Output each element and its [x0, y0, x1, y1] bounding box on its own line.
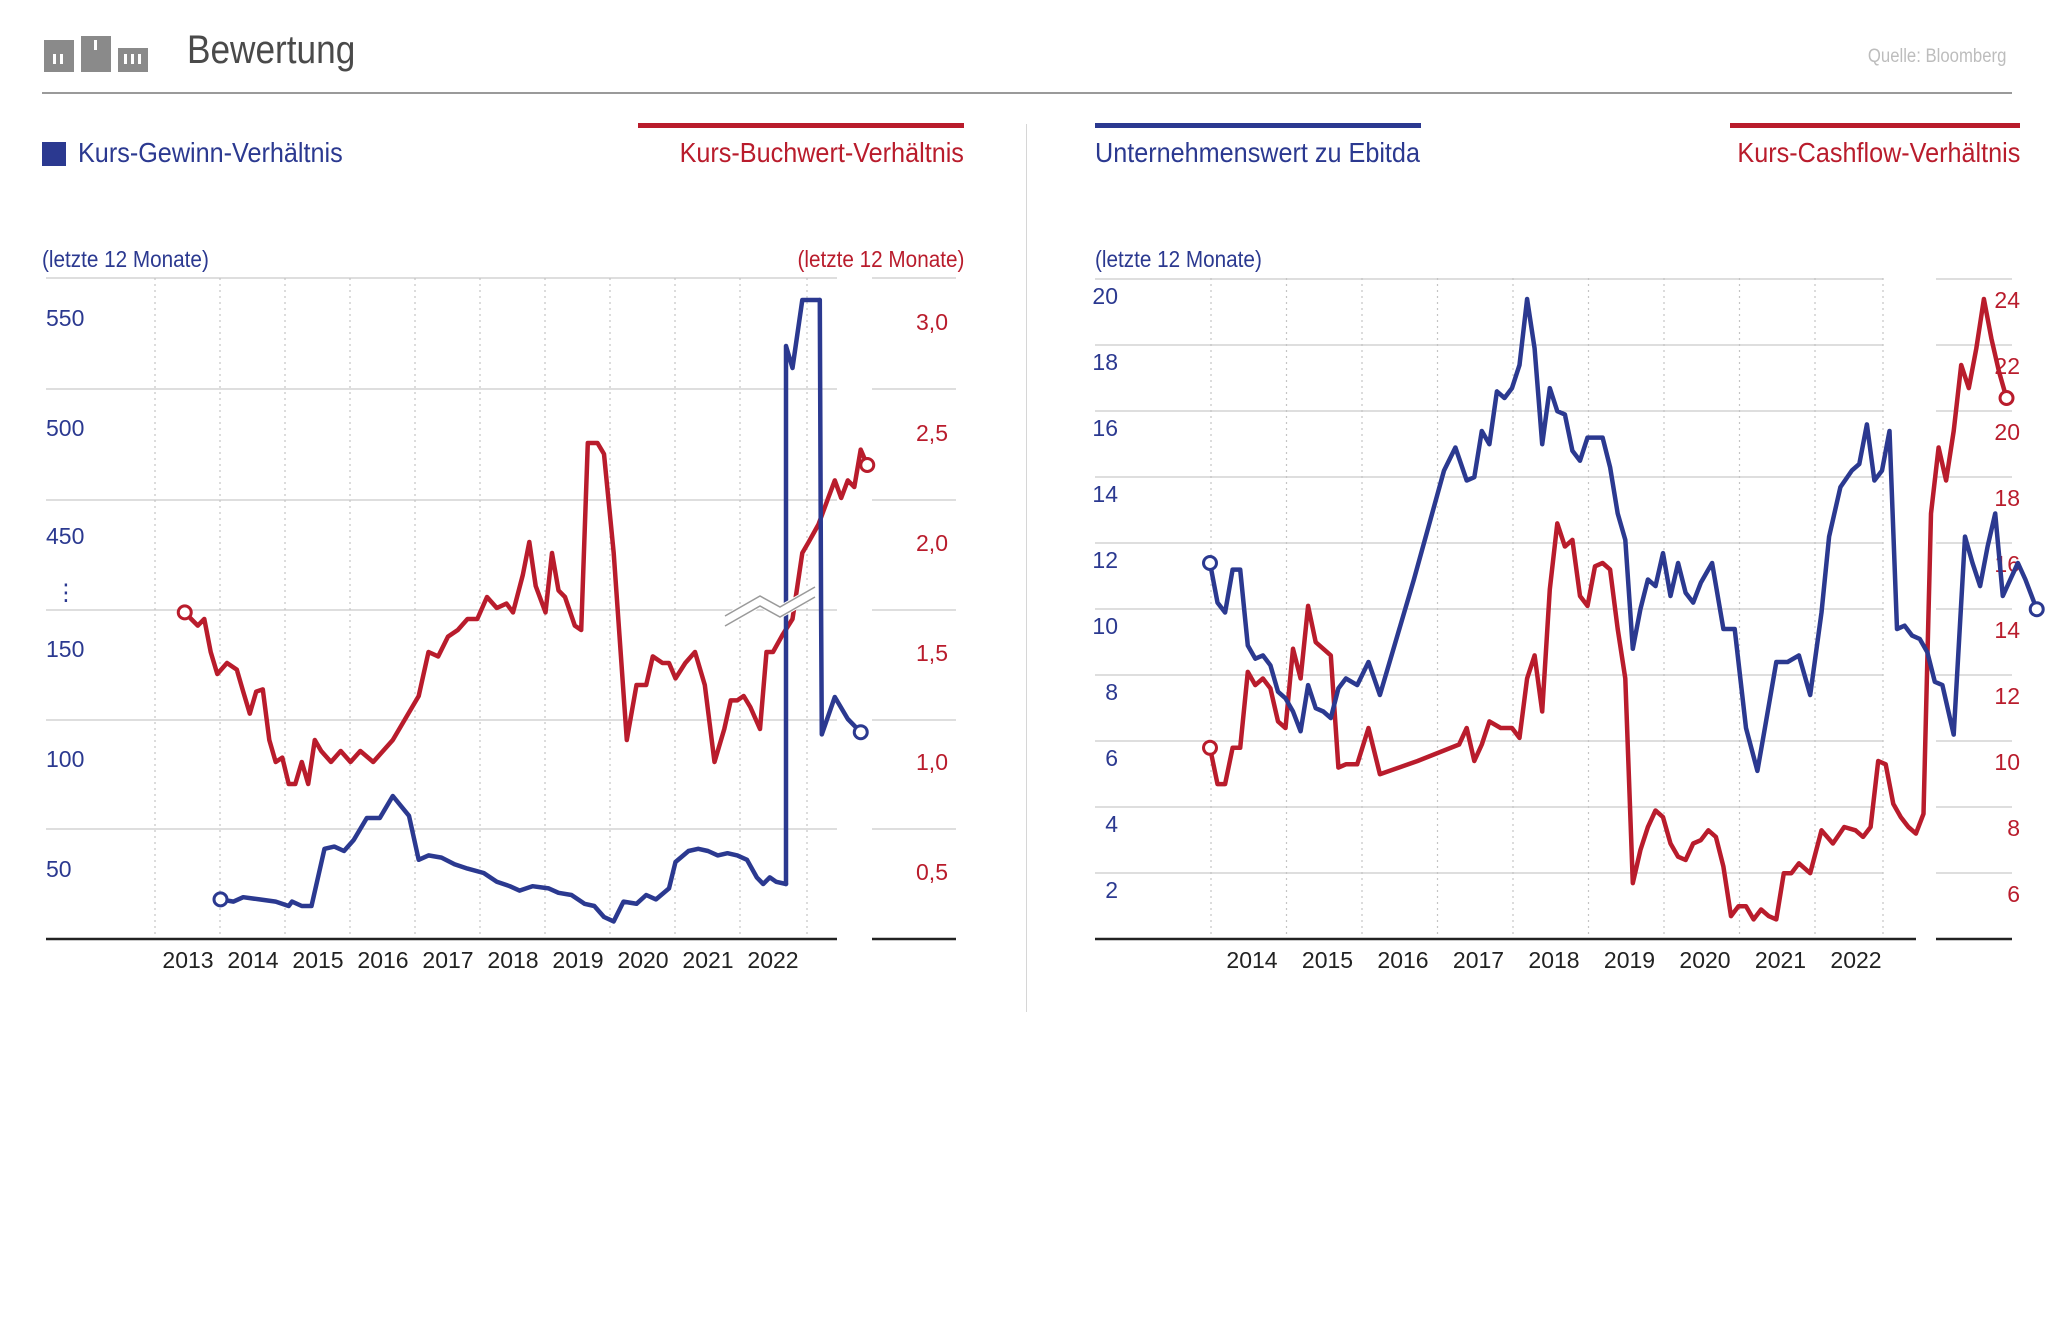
right-right-y-tick-label: 12 [1994, 683, 2020, 709]
kgv-line-after [817, 297, 863, 737]
right-right-y-tick-label: 8 [2007, 815, 2020, 841]
page-title: Bewertung [187, 28, 356, 72]
ev-ebitda-line [1207, 296, 2039, 774]
left-x-tick-label: 2015 [292, 947, 343, 973]
right-left-y-tick-label: 4 [1105, 811, 1118, 837]
kbv-start-marker [176, 604, 193, 621]
left-x-tick-label: 2014 [227, 947, 278, 973]
kgv-start-marker [212, 891, 229, 908]
right-y-tick-label: 1,0 [916, 749, 948, 775]
header-divider [42, 92, 2012, 94]
axis-break-line [724, 586, 816, 617]
ev-ebitda-end-marker [2028, 601, 2045, 618]
right-left-y-tick-label: 14 [1092, 481, 1118, 507]
header: Bewertung Quelle: Bloomberg [0, 0, 2048, 100]
kgv-end-marker [852, 724, 869, 741]
left-x-tick-label: 2016 [357, 947, 408, 973]
left-x-tick-label: 2018 [487, 947, 538, 973]
kcv-start-marker [1202, 739, 1218, 756]
legend-ev-ebitda: Unternehmenswert zu Ebitda [1095, 137, 1420, 168]
left-y-tick-label: 150 [46, 636, 84, 662]
left-x-tick-label: 2020 [617, 947, 668, 973]
left-legend-swatch [42, 142, 66, 166]
right-x-tick-label: 2022 [1830, 947, 1881, 973]
right-left-y-tick-label: 16 [1092, 415, 1118, 441]
right-x-tick-label: 2015 [1302, 947, 1353, 973]
left-x-tick-label: 2019 [552, 947, 603, 973]
kgv-line-spike [783, 297, 823, 887]
kcv-end-marker [1998, 390, 2015, 406]
left-axis-note: (letzte 12 Monate) [42, 246, 209, 272]
left-y-tick-label: 550 [46, 305, 84, 331]
legend-kgv: Kurs-Gewinn-Verhältnis [78, 137, 343, 168]
kbv-line [182, 440, 870, 787]
left-y-tick-label: 50 [46, 856, 72, 882]
bar-chart-logo-icon [44, 36, 148, 72]
kgv-line-lower [218, 793, 789, 924]
left-y-tick-label: 500 [46, 415, 84, 441]
legend-kbv-bar [638, 123, 964, 128]
left-x-tick-label: 2017 [422, 947, 473, 973]
source-note: Quelle: Bloomberg [1867, 46, 2006, 67]
left-y-tick-label: 450 [46, 523, 84, 549]
right-left-y-tick-label: 10 [1092, 613, 1118, 639]
right-x-tick-label: 2021 [1755, 947, 1806, 973]
right-right-y-tick-label: 10 [1994, 749, 2020, 775]
axis-break-line [724, 596, 816, 627]
left-x-tick-label: 2021 [682, 947, 733, 973]
right-right-y-tick-label: 24 [1994, 287, 2020, 313]
right-right-y-tick-label: 6 [2007, 881, 2020, 907]
legend-ev-ebitda-bar [1095, 123, 1421, 128]
right-y-tick-label: 1,5 [916, 640, 948, 666]
right-left-y-tick-label: 18 [1092, 349, 1118, 375]
axis-break-marker: ⋮ [55, 579, 78, 605]
right-x-tick-label: 2017 [1453, 947, 1504, 973]
right-right-y-tick-label: 18 [1994, 485, 2020, 511]
ev-ebitda-start-marker [1202, 555, 1218, 571]
legend-kcv-bar [1730, 123, 2020, 128]
right-y-tick-label: 2,0 [916, 530, 948, 556]
right-left-y-tick-label: 12 [1092, 547, 1118, 573]
right-x-tick-label: 2020 [1679, 947, 1730, 973]
left-y-tick-label: 100 [46, 746, 84, 772]
right-x-tick-label: 2016 [1377, 947, 1428, 973]
right-left-y-tick-label: 6 [1105, 745, 1118, 771]
legend-kcv: Kurs-Cashflow-Verhältnis [1737, 137, 2020, 168]
right-left-y-tick-label: 20 [1092, 283, 1118, 309]
kbv-end-marker [859, 457, 876, 473]
right-x-tick-label: 2019 [1604, 947, 1655, 973]
legend-kbv: Kurs-Buchwert-Verhältnis [679, 137, 964, 168]
right-x-tick-label: 2014 [1226, 947, 1277, 973]
panel-divider [1026, 124, 1027, 1012]
right-y-tick-label: 0,5 [916, 859, 948, 885]
right-right-y-tick-label: 14 [1994, 617, 2020, 643]
right-left-y-tick-label: 2 [1105, 877, 1118, 903]
left-x-tick-label: 2013 [162, 947, 213, 973]
right-x-tick-label: 2018 [1528, 947, 1579, 973]
right-y-tick-label: 3,0 [916, 309, 948, 335]
right-axis-note: (letzte 12 Monate) [797, 246, 964, 272]
right-left-y-tick-label: 8 [1105, 679, 1118, 705]
left-x-tick-label: 2022 [747, 947, 798, 973]
right-y-tick-label: 2,5 [916, 420, 948, 446]
right-right-y-tick-label: 20 [1994, 419, 2020, 445]
axis-break-symbol [722, 586, 818, 627]
right-panel-axis-note: (letzte 12 Monate) [1095, 246, 1262, 272]
kcv-line [1207, 296, 2009, 922]
